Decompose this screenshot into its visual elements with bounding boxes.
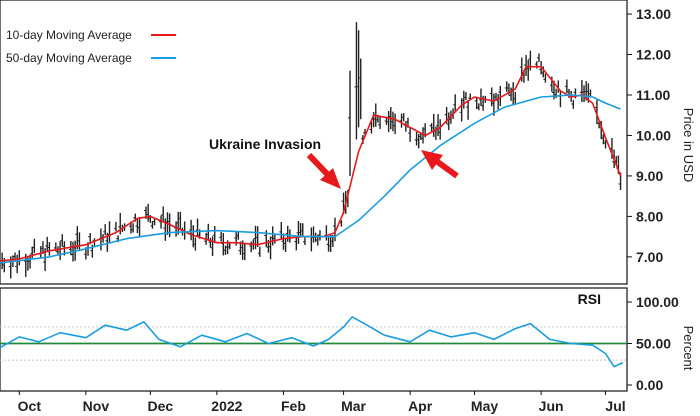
rsi-y-tick-label: 0.00 [636, 377, 663, 393]
rsi-axis-label: Percent [681, 326, 696, 371]
price-y-tick-label: 13.00 [636, 6, 671, 22]
arrow-left-down-icon [421, 150, 459, 179]
rsi-y-ticks: 100.00 50.00 0.00 [627, 294, 679, 393]
arrow-right-down-icon [306, 152, 341, 189]
price-y-tick-label: 10.00 [636, 127, 671, 143]
price-y-tick-label: 7.00 [636, 249, 663, 265]
legend: 10-day Moving Average 50-day Moving Aver… [6, 28, 176, 65]
x-tick-label: Mar [341, 398, 366, 414]
rsi-panel-frame [0, 287, 628, 392]
ma10-line [0, 65, 622, 262]
legend-ma50-label: 50-day Moving Average [6, 51, 132, 65]
ukraine-invasion-annotation: Ukraine Invasion [209, 136, 321, 152]
price-y-tick-label: 11.00 [636, 87, 670, 103]
price-axis-label: Price in USD [681, 108, 696, 182]
x-tick-label: Feb [281, 398, 306, 414]
x-tick-label: Nov [83, 398, 110, 414]
price-series [0, 65, 622, 264]
x-tick-label: 2022 [211, 398, 242, 414]
x-tick-label: Dec [147, 398, 173, 414]
x-tick-label: May [471, 398, 498, 414]
price-y-tick-label: 9.00 [636, 168, 663, 184]
rsi-series [0, 316, 624, 368]
ma50-line [0, 94, 621, 264]
rsi-y-tick-label: 50.00 [636, 336, 671, 352]
x-tick-label: Apr [408, 398, 433, 414]
x-tick-label: Jun [539, 398, 564, 414]
rsi-line [0, 316, 624, 368]
rsi-y-tick-label: 100.00 [636, 294, 679, 310]
rsi-title: RSI [578, 291, 601, 307]
rsi-reference-lines [0, 326, 627, 361]
x-axis-ticks: Oct Nov Dec 2022 Feb Mar Apr May Jun Jul [18, 391, 626, 414]
price-y-ticks: 13.00 12.00 11.00 10.00 9.00 8.00 7.00 [627, 6, 671, 265]
x-tick-label: Jul [605, 398, 625, 414]
legend-ma10-label: 10-day Moving Average [6, 28, 132, 42]
x-tick-label: Oct [18, 398, 42, 414]
price-y-tick-label: 12.00 [636, 47, 671, 63]
price-y-tick-label: 8.00 [636, 208, 663, 224]
